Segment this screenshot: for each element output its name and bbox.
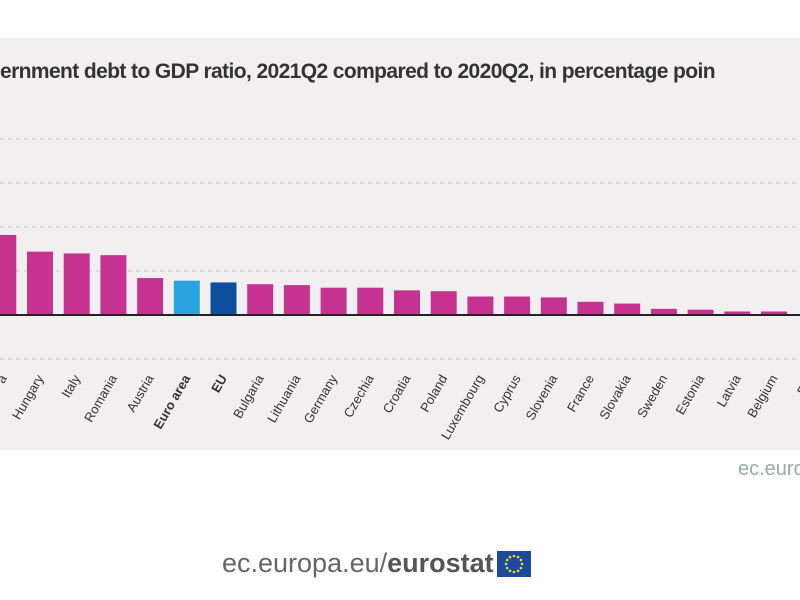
bar-eu (210, 282, 237, 315)
source-label: ec.euro (738, 458, 800, 480)
bar-estonia (687, 309, 714, 315)
tick-label: Germany (300, 372, 340, 426)
tick-label: Slovenia (522, 371, 560, 422)
bar-cyprus (504, 296, 531, 315)
tick-label: Finl (794, 372, 800, 398)
tick-label: Belgium (744, 372, 780, 420)
bar-romania (100, 255, 127, 315)
bar-czechia (357, 287, 384, 315)
tick-label: Romania (81, 371, 120, 424)
tick-label: Lithuania (264, 371, 304, 425)
bar-italy (63, 253, 90, 315)
tick-label: Italy (58, 372, 83, 401)
footer-url: ec.europa.eu/ (222, 548, 388, 578)
bar-belgium (761, 311, 787, 315)
tick-label: Croatia (380, 371, 414, 415)
bar-bulgaria (247, 284, 274, 315)
footer-logo: ec.europa.eu/eurostat (222, 548, 531, 579)
tick-label: a (0, 371, 10, 385)
bar-hungary (27, 251, 53, 315)
bar-a (0, 234, 17, 315)
tick-label: Czechia (340, 371, 377, 420)
tick-label: Austria (123, 371, 157, 414)
bar-germany (320, 287, 347, 315)
bar-croatia (394, 290, 420, 315)
bar-poland (430, 291, 457, 315)
eu-flag-icon (496, 550, 531, 577)
bar-sweden (650, 308, 677, 315)
tick-label: Latvia (714, 371, 745, 409)
bar-slovakia (614, 303, 641, 315)
tick-label: France (564, 372, 597, 415)
tick-label: Hungary (9, 372, 47, 422)
tick-label: Poland (417, 372, 450, 415)
tick-label: Sweden (634, 372, 670, 420)
tick-label: EU (208, 372, 230, 395)
tick-label: Bulgaria (230, 371, 267, 420)
bar-euro-area (173, 280, 200, 315)
chart-panel (0, 38, 800, 450)
bar-luxembourg (467, 296, 494, 315)
bar-austria (137, 278, 164, 315)
footer-brand: eurostat (387, 548, 494, 578)
bar-france (577, 301, 604, 315)
bar-latvia (724, 311, 751, 315)
chart-title: ernment debt to GDP ratio, 2021Q2 compar… (0, 60, 716, 83)
tick-label: Cyprus (490, 372, 524, 416)
tick-label: Slovakia (596, 371, 634, 422)
bar-lithuania (283, 285, 310, 315)
tick-label: Estonia (673, 371, 708, 417)
tick-label: Euro area (150, 371, 193, 431)
bar-slovenia (540, 297, 567, 315)
